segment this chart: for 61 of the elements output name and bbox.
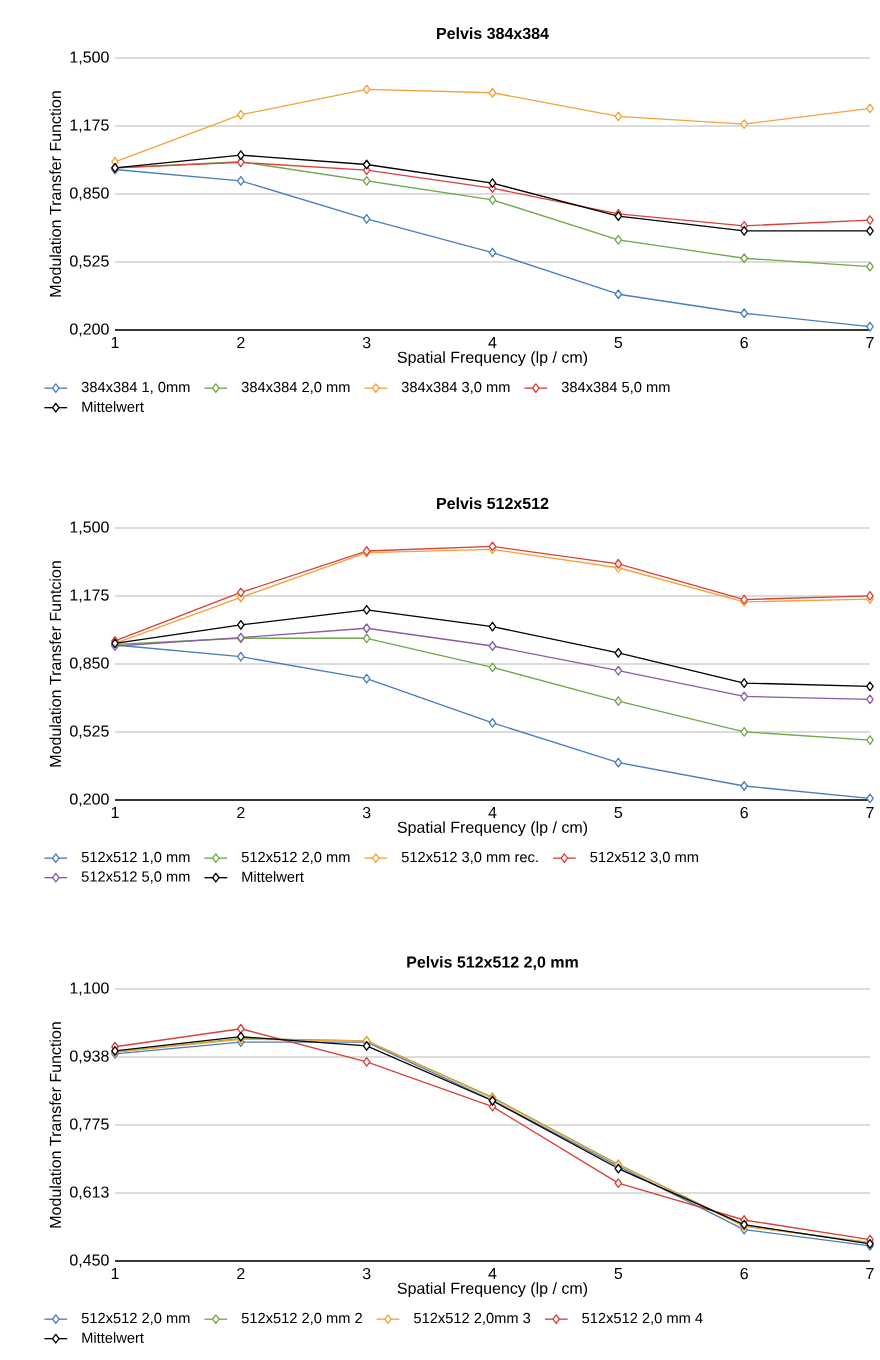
x-tick-label: 5	[614, 336, 623, 349]
chart-title: Pelvis 384x384	[437, 27, 549, 40]
chart-title: Pelvis 512x512	[437, 497, 549, 510]
x-axis-title: Spatial Frequency (lp / cm)	[397, 1282, 588, 1298]
y-tick-label: 1,100	[70, 982, 109, 996]
legend-label: 512x512 1,0 mm	[81, 851, 190, 864]
x-tick-label: 2	[237, 806, 245, 819]
x-tick-label: 3	[362, 336, 371, 349]
legend-label: 384x384 1, 0mm	[81, 381, 190, 394]
legend-label: 512x512 2,0 mm 4	[582, 1312, 703, 1325]
x-tick-label: 5	[614, 1267, 623, 1280]
x-tick-label: 4	[488, 1267, 497, 1279]
x-tick-label: 7	[866, 806, 874, 818]
x-tick-label: 4	[488, 806, 497, 818]
y-tick-label: 1,175	[70, 589, 109, 603]
y-tick-label: 0,850	[69, 187, 109, 201]
x-tick-label: 6	[740, 336, 748, 349]
y-axis-title: Modulation Transfer Function	[49, 91, 62, 297]
x-tick-label: 6	[740, 806, 748, 819]
legend-label: 512x512 3,0 mm	[590, 851, 698, 864]
x-tick-label: 7	[866, 1267, 874, 1279]
y-tick-label: 0,775	[69, 1118, 109, 1132]
legend-label: 384x384 3,0 mm	[401, 381, 510, 394]
legend-label: Mittelwert	[82, 1332, 144, 1343]
legend-label: 384x384 2,0 mm	[241, 381, 350, 394]
x-tick-label: 7	[866, 336, 874, 348]
legend-label: Mittelwert	[82, 401, 144, 412]
x-tick-label: 1	[111, 806, 119, 818]
x-tick-label: 2	[237, 336, 245, 349]
y-tick-label: 0,613	[69, 1186, 109, 1200]
x-tick-label: 3	[362, 806, 371, 819]
y-tick-label: 0,938	[69, 1050, 109, 1064]
legend-label: Mittelwert	[242, 871, 304, 882]
x-tick-label: 2	[237, 1267, 245, 1280]
x-tick-label: 1	[111, 1267, 119, 1279]
x-tick-label: 6	[740, 1267, 748, 1280]
x-axis-title: Spatial Frequency (lp / cm)	[397, 351, 588, 367]
y-tick-label: 0,525	[69, 725, 109, 739]
legend-label: 512x512 5,0 mm	[81, 871, 190, 884]
y-tick-label: 0,200	[69, 793, 109, 807]
legend-label: 384x384 5,0 mm	[561, 381, 670, 394]
legend-label: 512x512 2,0 mm 2	[241, 1312, 362, 1325]
y-axis-title: Modulation Transfer Function	[49, 1022, 62, 1228]
x-axis-title: Spatial Frequency (lp / cm)	[397, 821, 588, 837]
y-tick-label: 1,500	[70, 521, 109, 535]
legend-label: 512x512 3,0 mm rec.	[401, 851, 538, 864]
x-tick-label: 1	[111, 336, 119, 348]
x-tick-label: 5	[614, 806, 623, 819]
chart-title: Pelvis 512x512 2,0 mm	[407, 956, 578, 971]
y-axis-title: Modulation Transfer Funtcion	[49, 561, 62, 767]
x-tick-label: 4	[488, 336, 497, 348]
legend-label: 512x512 2,0 mm	[241, 851, 350, 864]
x-tick-label: 3	[362, 1267, 371, 1280]
y-tick-label: 0,450	[69, 1254, 109, 1268]
legend-label: 512x512 2,0 mm	[81, 1312, 190, 1325]
legend-label: 512x512 2,0mm 3	[414, 1312, 531, 1325]
y-tick-label: 0,200	[69, 323, 109, 337]
y-tick-label: 1,500	[70, 51, 109, 65]
y-tick-label: 0,525	[69, 255, 109, 269]
y-tick-label: 0,850	[69, 657, 109, 671]
y-tick-label: 1,175	[70, 119, 109, 133]
